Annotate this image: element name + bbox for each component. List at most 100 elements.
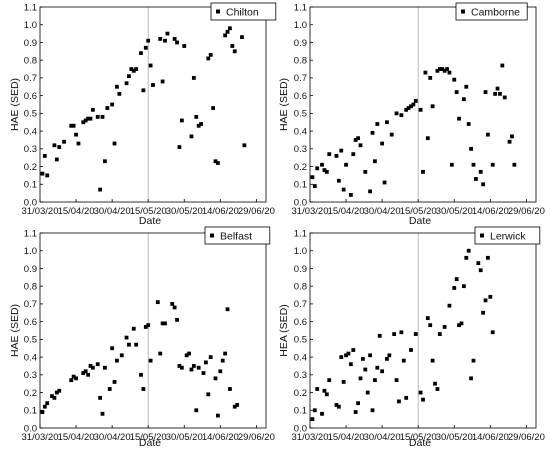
y-tick-label: 0.3 xyxy=(24,144,37,155)
data-point xyxy=(115,84,119,89)
data-point xyxy=(151,83,155,87)
data-point xyxy=(90,107,95,112)
x-tick-label: 30/05/20 xyxy=(436,206,473,217)
data-point xyxy=(141,387,146,391)
data-point xyxy=(194,115,199,119)
data-point xyxy=(42,404,47,409)
data-point xyxy=(476,261,481,266)
y-tick-label: 0.5 xyxy=(294,109,307,120)
data-point xyxy=(382,180,387,185)
data-point xyxy=(117,91,122,96)
data-point xyxy=(223,351,228,356)
legend-box xyxy=(204,226,271,245)
data-point xyxy=(172,305,177,310)
legend-box xyxy=(210,2,277,21)
data-point xyxy=(242,143,247,148)
data-point xyxy=(322,388,327,393)
data-point xyxy=(324,392,329,397)
data-point xyxy=(423,70,428,75)
plot-area-frame xyxy=(39,232,267,429)
data-point xyxy=(208,52,213,57)
data-point xyxy=(447,70,452,75)
data-point xyxy=(437,67,442,71)
data-point xyxy=(98,395,103,400)
data-point xyxy=(172,37,177,41)
y-axis-label: HAE (SED) xyxy=(278,78,290,131)
data-point xyxy=(358,143,363,148)
data-point xyxy=(421,397,425,402)
x-tick-label: 30/05/20 xyxy=(166,432,203,443)
y-tick-label: 0.1 xyxy=(294,406,307,417)
data-point xyxy=(83,369,88,374)
data-point xyxy=(495,86,500,91)
data-point xyxy=(327,378,332,383)
data-point xyxy=(40,171,45,176)
data-point xyxy=(228,387,232,391)
data-point xyxy=(179,365,184,370)
data-point xyxy=(336,178,341,183)
data-point xyxy=(392,332,397,336)
data-point xyxy=(110,102,115,107)
x-tick-label: 30/05/20 xyxy=(436,432,473,443)
data-point xyxy=(339,355,344,359)
x-axis-label: Date xyxy=(139,437,161,449)
y-tick-label: 0.9 xyxy=(294,38,307,49)
data-point xyxy=(119,353,124,358)
y-axis-label: HAE (SED) xyxy=(9,78,21,131)
data-point xyxy=(385,356,389,361)
data-point xyxy=(351,348,356,352)
data-point xyxy=(54,157,59,162)
x-tick-label: 30/04/20 xyxy=(364,206,401,217)
y-tick-label: 0.3 xyxy=(294,370,307,381)
y-tick-label: 1.1 xyxy=(294,228,307,239)
data-point xyxy=(486,255,490,260)
data-point xyxy=(105,106,110,110)
data-point xyxy=(418,390,423,395)
data-point xyxy=(356,136,360,141)
data-point xyxy=(454,90,459,94)
data-point xyxy=(387,353,392,358)
data-point xyxy=(81,120,86,125)
legend-label: Camborne xyxy=(471,7,520,19)
data-point xyxy=(50,394,54,398)
data-point xyxy=(430,104,435,109)
data-point xyxy=(440,67,445,71)
data-point xyxy=(510,134,514,139)
data-point xyxy=(433,381,437,386)
data-point xyxy=(363,367,368,372)
data-point xyxy=(45,173,50,178)
data-point xyxy=(409,104,413,109)
data-point xyxy=(103,159,107,164)
data-point xyxy=(334,403,339,407)
chart-panel-camborne: 0.0 0.1 0.2 0.3 0.4 0.5 0.6 0.7 0.8 0.9 1.0 1.1 31/0… xyxy=(278,2,545,227)
data-point xyxy=(42,154,47,158)
y-tick-label: 0.4 xyxy=(294,126,307,137)
data-point xyxy=(365,390,370,395)
data-point xyxy=(163,321,167,326)
data-point xyxy=(52,395,57,400)
data-point xyxy=(86,116,90,121)
data-point xyxy=(368,189,373,194)
legend: Chilton xyxy=(210,2,277,21)
data-point xyxy=(473,177,478,181)
data-point xyxy=(191,76,196,80)
y-tick-label: 0.1 xyxy=(294,180,307,191)
data-point xyxy=(344,353,348,358)
legend-box xyxy=(455,2,528,21)
data-point xyxy=(216,413,220,418)
y-tick-label: 1.1 xyxy=(24,228,37,239)
y-tick-label: 0.6 xyxy=(294,91,307,102)
legend-label: Lerwick xyxy=(490,231,526,243)
data-point xyxy=(76,141,81,146)
x-axis-label: Date xyxy=(139,215,161,227)
data-point xyxy=(397,399,401,404)
data-point xyxy=(358,376,363,381)
data-point xyxy=(399,330,404,335)
data-point xyxy=(57,388,62,393)
y-tick-label: 1.1 xyxy=(24,2,37,13)
data-point xyxy=(469,376,473,381)
data-point xyxy=(189,367,194,372)
data-point xyxy=(208,355,213,359)
data-point xyxy=(74,132,78,137)
data-point xyxy=(194,408,199,413)
